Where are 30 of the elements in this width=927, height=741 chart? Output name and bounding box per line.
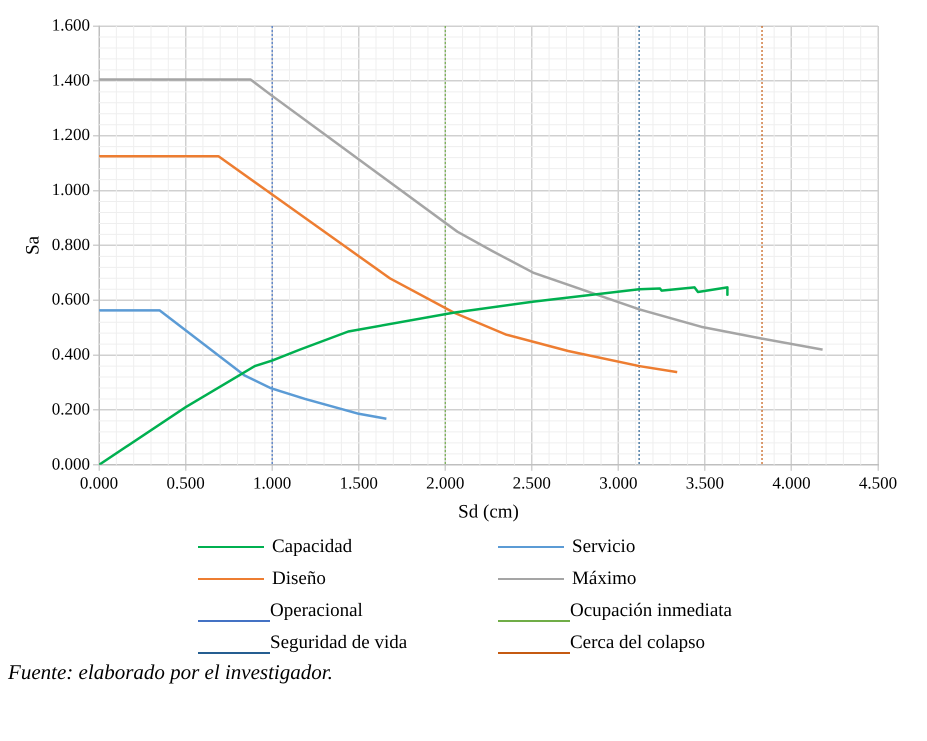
x-tick-label: 2.500: [512, 473, 551, 492]
y-tick-label: 1.600: [52, 15, 90, 34]
legend-label: Operacional: [270, 600, 363, 622]
y-tick-label: 0.800: [52, 234, 90, 254]
y-axis-title: Sa: [22, 235, 44, 255]
y-tick-label: 0.400: [52, 344, 90, 364]
source-note: Fuente: elaborado por el investigador.: [8, 660, 334, 685]
y-tick-label: 0.000: [52, 454, 90, 474]
y-tick-label: 0.200: [52, 399, 90, 418]
y-tick-label: 1.200: [52, 125, 90, 144]
legend-label: Máximo: [572, 568, 636, 590]
legend-label: Servicio: [572, 536, 636, 558]
y-tick-label: 0.600: [52, 290, 90, 309]
y-tick-label: 1.000: [52, 180, 90, 200]
x-tick-label: 0.000: [80, 473, 118, 492]
legend-label: Ocupación inmediata: [570, 600, 732, 622]
x-tick-label: 1.000: [253, 473, 292, 492]
x-axis-title: Sd (cm): [458, 502, 519, 523]
x-tick-label: 1.500: [340, 473, 378, 492]
legend-label: Capacidad: [272, 536, 352, 558]
legend-label: Cerca del colapso: [570, 632, 706, 654]
x-tick-label: 2.000: [426, 473, 464, 492]
x-tick-label: 3.500: [686, 473, 724, 492]
x-tick-label: 4.500: [858, 473, 898, 492]
x-tick-label: 3.000: [599, 473, 638, 492]
legend-label: Seguridad de vida: [270, 632, 408, 654]
legend-label: Diseño: [272, 568, 326, 590]
x-tick-label: 0.500: [166, 473, 205, 492]
x-tick-label: 4.000: [772, 473, 811, 492]
y-tick-label: 1.400: [52, 70, 90, 90]
